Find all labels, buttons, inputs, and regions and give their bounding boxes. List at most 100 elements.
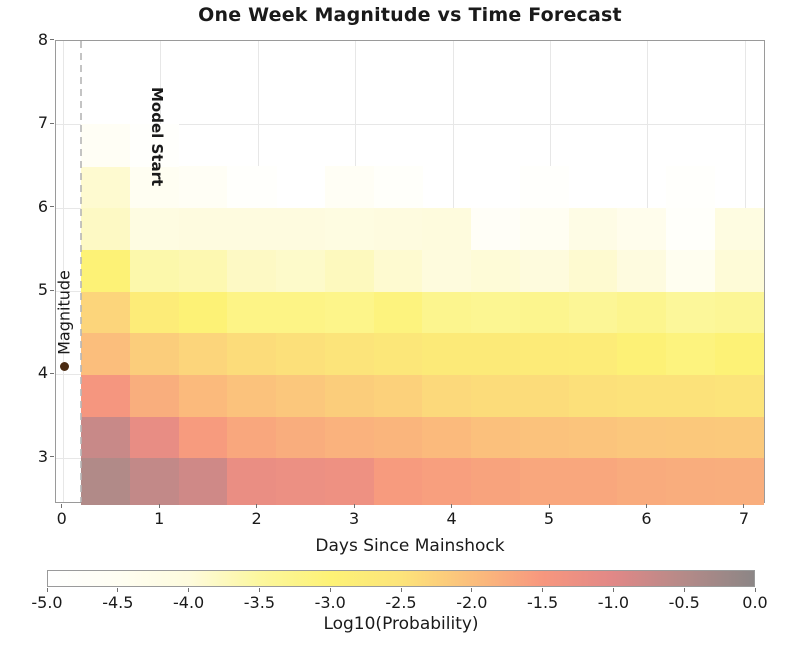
heatmap-cell [714,457,765,505]
colorbar-tick-label: -2.5 [385,593,417,612]
heatmap-cell [324,207,375,250]
heatmap-cell [129,207,180,250]
colorbar-tick-mark [258,588,260,592]
heatmap-cell [373,457,423,505]
heatmap-cell [422,291,472,334]
colorbar-tick-label: -3.0 [314,593,346,612]
heatmap-cell [665,416,716,459]
y-axis-label: Magnitude [54,270,74,355]
x-tick-mark [645,504,647,508]
heatmap-cell [227,457,277,505]
heatmap-cell [178,416,228,459]
colorbar-tick-mark [683,588,685,592]
model-start-dashed-line [80,41,83,502]
y-tick-label: 3 [37,446,48,466]
heatmap-cell [129,249,180,292]
heatmap-cell [227,165,277,209]
heatmap-cell [568,291,618,334]
heatmap-cell [617,291,667,334]
heatmap-cell [81,332,131,375]
heatmap-cell [714,416,765,459]
heatmap-cell [519,165,570,209]
heatmap-cell [81,165,131,209]
y-tick-mark [50,372,54,374]
heatmap-cell [519,457,570,505]
heatmap-cell [324,249,375,292]
heatmap-cell [471,207,521,250]
heatmap-cell [81,207,131,250]
x-tick-label: 4 [446,509,457,528]
heatmap-cell [129,457,180,505]
colorbar-tick-mark [542,588,544,592]
colorbar-tick-mark [188,588,190,592]
heatmap-cell [129,374,180,417]
y-tick-mark [50,122,54,124]
y-tick-label: 7 [37,113,48,133]
x-tick-label: 0 [56,509,67,528]
mainshock-marker [60,361,70,371]
heatmap-cell [422,457,472,505]
heatmap-cell [81,374,131,417]
heatmap-cell [422,416,472,459]
y-tick-mark [50,39,54,41]
heatmap-cell [422,332,472,375]
y-tick-label: 4 [37,363,48,383]
heatmap-cell [324,457,375,505]
heatmap-cell [714,332,765,375]
heatmap-cell [276,249,326,292]
heatmap-cell [568,374,618,417]
x-tick-label: 5 [543,509,555,528]
heatmap-cell [665,165,716,209]
x-tick-mark [158,504,160,508]
heatmap-cell [568,457,618,505]
heatmap-cell [324,416,375,459]
heatmap-cell [471,374,521,417]
heatmap-cell [276,291,326,334]
heatmap-cell [665,249,716,292]
x-tick-mark [256,504,258,508]
heatmap-cell [617,457,667,505]
colorbar-tick-mark [471,588,473,592]
heatmap-cell [471,291,521,334]
x-tick-mark [451,504,453,508]
heatmap-cell [129,332,180,375]
heatmap-cell [178,457,228,505]
heatmap-cell [471,457,521,505]
colorbar-tick-mark [754,588,756,592]
heatmap-cell [227,416,277,459]
heatmap-cell [617,207,667,250]
colorbar-tick-label: -3.5 [243,593,275,612]
heatmap-cell [665,457,716,505]
x-tick-label: 3 [348,509,360,528]
heatmap-cell [129,165,180,209]
heatmap-cell [178,249,228,292]
x-tick-label: 7 [738,509,749,528]
heatmap-cell [568,207,618,250]
x-axis-label: Days Since Mainshock [315,536,505,556]
heatmap-cell [519,374,570,417]
heatmap-cell [714,249,765,292]
heatmap-cell [227,332,277,375]
heatmap-cell [471,332,521,375]
y-tick-label: 6 [37,196,48,216]
heatmap-cell [129,291,180,334]
heatmap-cell [714,291,765,334]
heatmap-cell [178,291,228,334]
heatmap-cell [324,165,375,209]
heatmap-cell [227,291,277,334]
heatmap-cell [617,332,667,375]
heatmap-cell [178,374,228,417]
heatmap-cell [665,291,716,334]
heatmap-cell [227,207,277,250]
heatmap-cell [422,249,472,292]
colorbar-tick-mark [46,588,48,592]
heatmap-cell [373,416,423,459]
heatmap-cell [471,416,521,459]
heatmap-cell [276,374,326,417]
colorbar-tick-label: -1.5 [526,593,559,612]
y-tick-mark [50,206,54,208]
heatmap-cell [714,207,765,250]
colorbar-tick-mark [612,588,614,592]
heatmap-cell [276,457,326,505]
